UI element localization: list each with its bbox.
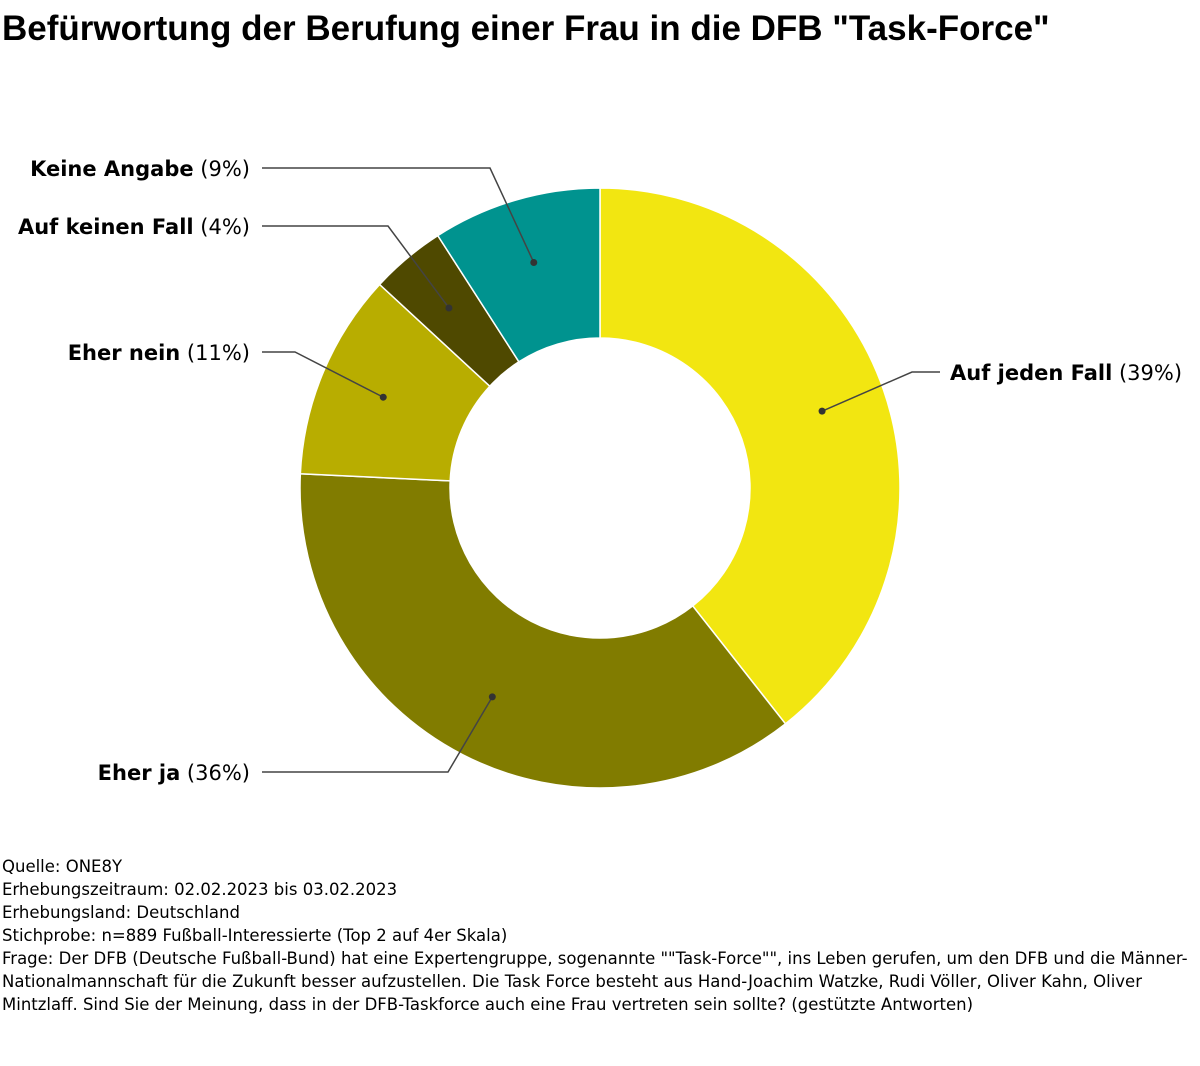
label-name-eher-nein: Eher nein: [68, 341, 181, 365]
slice-auf-jeden-fall: [599, 187, 901, 725]
country-note: Erhebungsland: Deutschland: [2, 903, 240, 922]
label-pct-eher-ja: (36%): [180, 761, 250, 785]
label-pct-auf-jeden-fall: (39%): [1112, 361, 1182, 385]
label-auf-jeden-fall: Auf jeden Fall (39%): [950, 361, 1182, 385]
label-eher-nein: Eher nein (11%): [68, 341, 250, 365]
label-name-auf-jeden-fall: Auf jeden Fall: [950, 361, 1112, 385]
label-eher-ja: Eher ja (36%): [98, 761, 250, 785]
label-keine-angabe: Keine Angabe (9%): [30, 157, 250, 181]
slice-keine-angabe: [436, 187, 601, 363]
leader-eher-ja: [262, 693, 496, 773]
donut-chart: Auf jeden Fall (39%) Eher ja (36%) Eher ne…: [18, 157, 1182, 789]
sample-note: Stichprobe: n=889 Fußball-Interessierte …: [2, 926, 508, 945]
label-name-eher-ja: Eher ja: [98, 761, 181, 785]
chart-title: Befürwortung der Berufung einer Frau in …: [2, 9, 1050, 48]
leader-auf-keinen-fall: [262, 225, 453, 312]
leader-auf-jeden-fall: [818, 371, 940, 415]
label-name-keine-angabe: Keine Angabe: [30, 157, 194, 181]
label-name-auf-keinen-fall: Auf keinen Fall: [18, 215, 194, 239]
question-note: Frage: Der DFB (Deutsche Fußball-Bund) h…: [2, 949, 1188, 1014]
label-pct-auf-keinen-fall: (4%): [194, 215, 250, 239]
leader-eher-nein: [262, 351, 387, 401]
period-note: Erhebungszeitraum: 02.02.2023 bis 03.02.…: [2, 880, 398, 899]
label-auf-keinen-fall: Auf keinen Fall (4%): [18, 215, 250, 239]
source-note: Quelle: ONE8Y: [2, 857, 123, 876]
chart-footer: Quelle: ONE8Y Erhebungszeitraum: 02.02.2…: [2, 855, 1198, 1016]
label-pct-keine-angabe: (9%): [194, 157, 250, 181]
slice-eher-ja: [299, 472, 787, 789]
leader-keine-angabe: [262, 167, 538, 267]
label-pct-eher-nein: (11%): [180, 341, 250, 365]
